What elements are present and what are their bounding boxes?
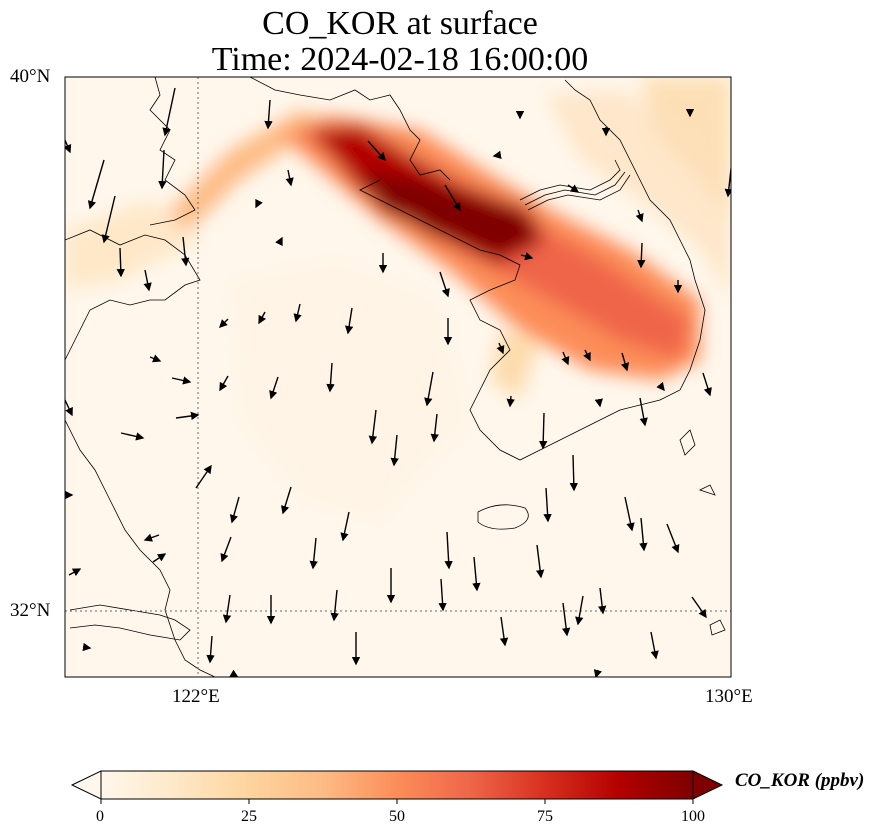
- wind-arrow: [666, 523, 680, 554]
- colorbar-tick-100: 100: [681, 808, 705, 825]
- wind-arrow: [158, 149, 167, 190]
- wind-arrow: [635, 209, 644, 223]
- wind-arrow: [258, 311, 267, 325]
- wind-arrow: [702, 372, 712, 397]
- wind-arrow: [195, 464, 212, 489]
- concentration-field: [65, 77, 731, 520]
- wind-arrow: [309, 537, 318, 570]
- lat-tick-40n: 40°N: [10, 66, 51, 87]
- wind-arrow: [275, 236, 283, 247]
- wind-arrow: [438, 578, 447, 612]
- map-subtitle-time: Time: 2024-02-18 16:00:00: [211, 41, 589, 78]
- wind-arrow: [87, 159, 105, 210]
- wind-arrow: [293, 303, 302, 323]
- colorbar-tick-50: 50: [389, 808, 405, 825]
- wind-arrow: [506, 395, 515, 408]
- wind-arrow: [597, 587, 607, 615]
- wind-arrow: [637, 242, 646, 269]
- map-title: CO_KOR at surface: [262, 5, 538, 42]
- wind-arrow: [171, 376, 192, 385]
- lon-tick-122e: 122°E: [172, 686, 220, 707]
- wind-arrow: [650, 631, 659, 660]
- wind-arrow: [143, 269, 152, 292]
- wind-arrow: [520, 252, 534, 261]
- wind-arrow: [424, 371, 434, 407]
- wind-arrow: [624, 496, 635, 532]
- map-panel: [64, 76, 732, 678]
- wind-arrow: [561, 602, 571, 637]
- wind-arrow: [330, 589, 339, 622]
- colorbar-tick-25: 25: [241, 808, 257, 825]
- colorbar-tick-75: 75: [537, 808, 553, 825]
- wind-arrow: [656, 381, 665, 392]
- wind-arrow: [281, 486, 292, 515]
- wind-arrow: [492, 150, 502, 159]
- wind-arrow: [181, 236, 190, 267]
- wind-arrow: [620, 352, 630, 372]
- wind-arrow: [569, 454, 578, 492]
- wind-arrow: [561, 351, 570, 366]
- wind-arrow: [344, 307, 354, 335]
- wind-arrow: [543, 487, 552, 523]
- colorbar-tick-0: 0: [96, 808, 104, 825]
- wind-arrow: [535, 544, 545, 579]
- wind-arrow: [143, 533, 160, 542]
- colorbar-extend-low: [70, 770, 102, 800]
- wind-arrow: [255, 198, 263, 209]
- wind-arrow: [229, 496, 240, 524]
- wind-arrow: [496, 342, 505, 355]
- wind-arrow: [593, 669, 602, 677]
- wind-arrow: [65, 399, 73, 417]
- wind-arrow: [567, 184, 580, 193]
- coastlines: [65, 77, 726, 677]
- wind-arrow: [219, 375, 229, 392]
- wind-arrow: [285, 169, 294, 187]
- wind-arrow: [152, 553, 167, 563]
- lat-tick-32n: 32°N: [10, 600, 51, 621]
- map-frame: [64, 76, 732, 678]
- wind-arrow: [269, 376, 279, 400]
- wind-arrow: [220, 536, 232, 563]
- wind-arrow: [583, 349, 591, 362]
- wind-arrow: [368, 409, 378, 445]
- wind-arrow: [472, 556, 481, 592]
- wind-arrow: [367, 140, 386, 162]
- wind-arrow: [162, 87, 176, 137]
- wind-arrow: [175, 411, 200, 421]
- gridlines: [65, 77, 731, 677]
- wind-arrow: [444, 184, 461, 212]
- wind-arrow: [219, 318, 229, 328]
- wind-arrow: [390, 434, 399, 467]
- wind-arrow: [724, 162, 731, 198]
- colorbar-title: CO_KOR (ppbv): [735, 770, 865, 791]
- wind-arrow: [639, 517, 648, 552]
- wind-vectors: [65, 87, 731, 677]
- colorbar-gradient: [100, 770, 694, 800]
- colorbar-extend-high: [692, 770, 724, 800]
- wind-arrow: [594, 398, 603, 408]
- wind-arrow: [340, 511, 350, 542]
- wind-arrow: [120, 432, 145, 441]
- wind-arrow: [116, 247, 125, 278]
- lon-tick-130e: 130°E: [705, 686, 753, 707]
- wind-arrow: [68, 568, 82, 577]
- wind-arrow: [65, 139, 72, 154]
- wind-arrow: [149, 354, 162, 363]
- wind-arrow: [326, 362, 335, 393]
- wind-arrow: [439, 271, 450, 298]
- wind-arrow: [82, 642, 92, 652]
- wind-arrow: [101, 195, 116, 244]
- wind-arrow: [264, 99, 273, 130]
- wind-arrow: [539, 412, 548, 450]
- wind-arrow: [222, 594, 232, 624]
- wind-arrow: [444, 531, 453, 570]
- wind-arrow: [430, 413, 439, 443]
- wind-arrow: [691, 596, 707, 619]
- wind-arrow: [639, 397, 648, 427]
- wind-arrow: [206, 635, 215, 664]
- wind-arrow: [575, 595, 584, 626]
- wind-arrow: [499, 616, 509, 647]
